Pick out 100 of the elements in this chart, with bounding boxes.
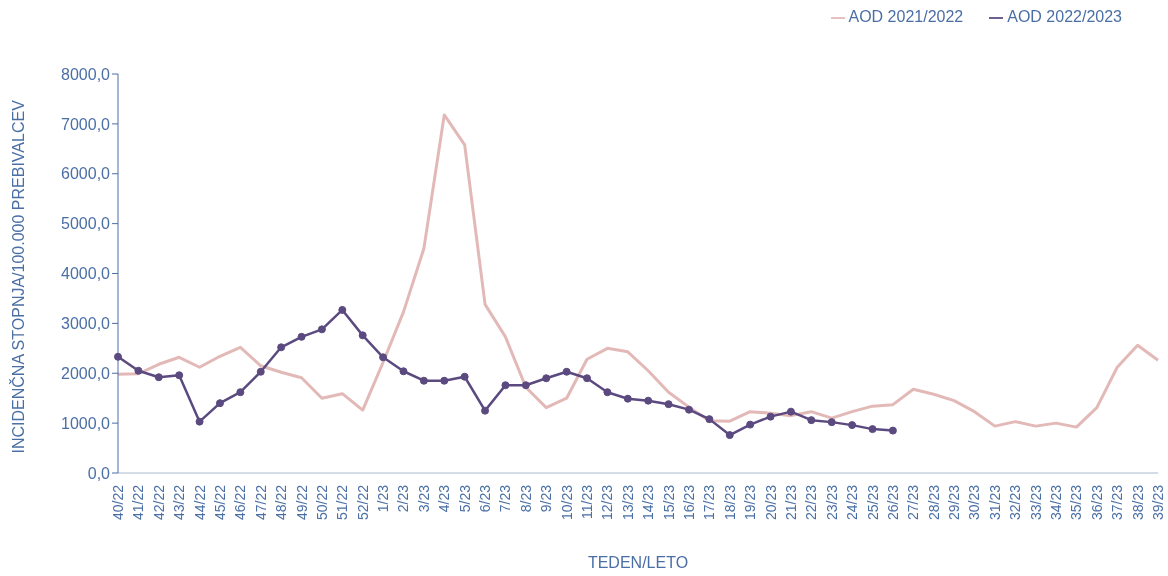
x-tick-label: 34/23 bbox=[1048, 484, 1065, 521]
point bbox=[603, 388, 612, 397]
x-tick-label: 27/23 bbox=[905, 484, 922, 521]
x-tick-label: 49/22 bbox=[293, 484, 310, 521]
point bbox=[481, 406, 490, 415]
x-tick-label: 42/22 bbox=[150, 484, 167, 521]
point bbox=[664, 400, 673, 409]
point bbox=[399, 367, 408, 376]
y-tick-label: 4000,0 bbox=[61, 265, 111, 283]
point bbox=[786, 407, 795, 416]
x-tick-label: 8/23 bbox=[517, 484, 534, 513]
x-tick-label: 50/22 bbox=[313, 484, 330, 521]
x-tick-label: 21/23 bbox=[782, 484, 799, 521]
y-tick-label: 2000,0 bbox=[61, 364, 111, 382]
point bbox=[766, 412, 775, 421]
point bbox=[623, 394, 632, 403]
x-tick-label: 29/23 bbox=[946, 484, 963, 521]
y-tick-label: 7000,0 bbox=[61, 115, 111, 133]
x-tick-label: 19/23 bbox=[742, 484, 759, 521]
point bbox=[542, 374, 551, 383]
x-tick-label: 31/23 bbox=[986, 484, 1003, 521]
x-tick-label: 9/23 bbox=[538, 484, 555, 513]
x-tick-label: 52/22 bbox=[354, 484, 371, 521]
x-tick-label: 40/22 bbox=[110, 484, 126, 521]
point bbox=[215, 399, 224, 408]
point bbox=[338, 305, 347, 314]
point bbox=[807, 416, 816, 425]
y-tick-label: 3000,0 bbox=[61, 315, 111, 333]
x-tick-label: 47/22 bbox=[252, 484, 269, 521]
x-tick-label: 22/23 bbox=[803, 484, 820, 521]
x-tick-label: 12/23 bbox=[599, 484, 616, 521]
x-tick-label: 48/22 bbox=[273, 484, 290, 521]
point bbox=[114, 352, 122, 361]
x-tick-label: 30/23 bbox=[966, 484, 983, 521]
legend-label: AOD 2022/2023 bbox=[1007, 8, 1122, 25]
legend-label: AOD 2021/2022 bbox=[848, 8, 964, 25]
x-tick-label: 17/23 bbox=[701, 484, 718, 521]
x-axis-title: TEDEN/LETO bbox=[587, 554, 689, 571]
x-tick-label: 41/22 bbox=[130, 484, 147, 521]
point bbox=[705, 415, 714, 424]
x-tick-label: 4/23 bbox=[436, 484, 453, 513]
y-tick-label: 6000,0 bbox=[61, 165, 111, 183]
point bbox=[195, 417, 204, 426]
x-tick-label: 7/23 bbox=[497, 484, 514, 513]
point bbox=[583, 374, 592, 383]
x-tick-label: 35/23 bbox=[1068, 484, 1085, 521]
point bbox=[297, 332, 306, 341]
point bbox=[868, 425, 877, 434]
x-tick-label: 43/22 bbox=[171, 484, 188, 521]
x-tick-label: 2/23 bbox=[395, 484, 412, 513]
y-tick-label: 5000,0 bbox=[61, 215, 111, 233]
x-tick-label: 11/23 bbox=[579, 484, 596, 519]
point bbox=[562, 367, 571, 376]
point bbox=[419, 376, 428, 385]
point bbox=[888, 426, 897, 435]
point bbox=[236, 388, 245, 397]
x-tick-label: 39/23 bbox=[1150, 484, 1166, 521]
x-tick-label: 45/22 bbox=[211, 484, 228, 521]
point bbox=[848, 421, 857, 430]
x-tick-label: 14/23 bbox=[640, 484, 657, 521]
point bbox=[644, 396, 653, 405]
point bbox=[460, 372, 469, 381]
point bbox=[154, 373, 163, 382]
y-tick-label: 1000,0 bbox=[61, 414, 111, 432]
x-tick-label: 16/23 bbox=[680, 484, 697, 521]
point bbox=[827, 418, 836, 427]
x-tick-label: 5/23 bbox=[456, 484, 473, 513]
x-tick-label: 23/23 bbox=[823, 484, 840, 521]
point bbox=[134, 366, 143, 375]
point bbox=[684, 405, 693, 414]
x-tick-label: 3/23 bbox=[415, 484, 432, 513]
x-tick-label: 6/23 bbox=[477, 484, 494, 513]
x-tick-label: 33/23 bbox=[1027, 484, 1044, 521]
x-tick-label: 32/23 bbox=[1007, 484, 1024, 521]
point bbox=[175, 371, 184, 380]
point bbox=[277, 343, 286, 352]
x-tick-label: 51/22 bbox=[334, 484, 351, 521]
x-tick-label: 28/23 bbox=[925, 484, 942, 521]
point bbox=[379, 353, 388, 362]
x-tick-label: 10/23 bbox=[558, 484, 575, 521]
point bbox=[725, 431, 734, 440]
x-tick-label: 25/23 bbox=[864, 484, 881, 521]
x-tick-label: 24/23 bbox=[844, 484, 861, 521]
point bbox=[256, 367, 265, 376]
x-tick-label: 37/23 bbox=[1109, 484, 1126, 521]
x-tick-label: 20/23 bbox=[762, 484, 779, 521]
y-tick-label: 8000,0 bbox=[61, 65, 111, 83]
x-tick-label: 46/22 bbox=[232, 484, 249, 521]
x-tick-label: 1/23 bbox=[375, 484, 392, 513]
point bbox=[440, 376, 449, 385]
x-tick-label: 36/23 bbox=[1088, 484, 1105, 521]
x-tick-label: 44/22 bbox=[191, 484, 208, 521]
point bbox=[521, 381, 530, 390]
point bbox=[317, 325, 326, 334]
y-tick-label: 0,0 bbox=[87, 464, 111, 482]
x-tick-label: 38/23 bbox=[1129, 484, 1146, 521]
x-tick-label: 13/23 bbox=[619, 484, 636, 521]
point bbox=[358, 331, 367, 340]
point bbox=[746, 420, 755, 429]
y-axis-title: INCIDENČNA STOPNJA/100.000 PREBIVALCEV bbox=[8, 99, 27, 454]
